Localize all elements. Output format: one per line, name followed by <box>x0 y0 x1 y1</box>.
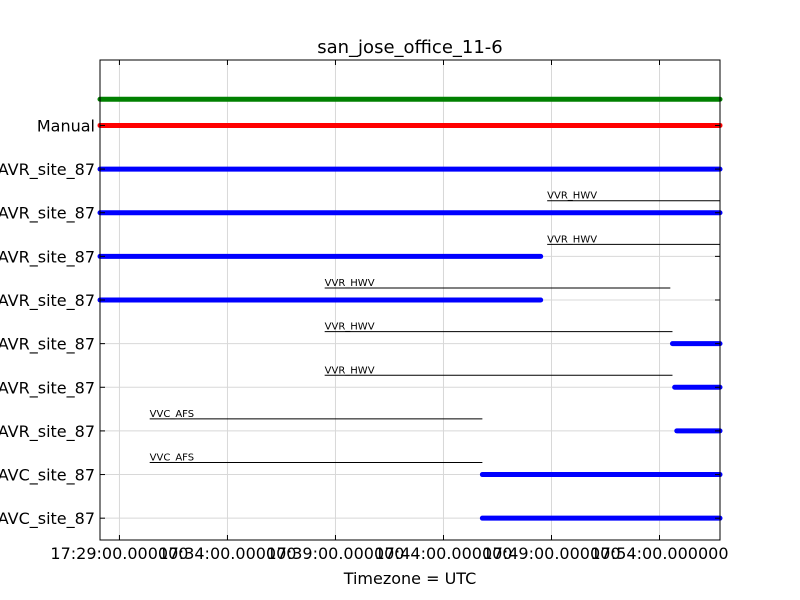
x-tick-label: 17:54:00.000000 <box>590 544 728 563</box>
x-tick-label: 17:39:00.000000 <box>266 544 404 563</box>
annotation-label: VVR_HWV <box>325 322 375 333</box>
annotation-label: VVR_HWV <box>547 234 597 245</box>
y-tick-label: AVR_site_87 <box>0 335 95 355</box>
y-tick-label: AVR_site_87 <box>0 422 95 442</box>
x-axis-label: Timezone = UTC <box>343 569 477 588</box>
annotation-label: VVR_HWV <box>325 278 375 289</box>
x-tick-label: 17:44:00.000000 <box>374 544 512 563</box>
annotation-layer: VVR_HWV VVR_HWV VVR_HWV VVR_HWV VVR_HWV VVC_A… <box>149 191 720 464</box>
y-tick-label: AVR_site_87 <box>0 247 95 267</box>
y-tick-label: AVC_site_87 <box>0 509 95 529</box>
chart-title: san_jose_office_11-6 <box>317 37 503 58</box>
x-tick-label: 17:49:00.000000 <box>482 544 620 563</box>
y-tick-label: AVR_site_87 <box>0 291 95 311</box>
y-tick-label: Manual <box>37 116 95 135</box>
x-tick-label: 17:34:00.000000 <box>158 544 296 563</box>
annotation-label: VVR_HWV <box>325 365 375 376</box>
y-tick-label: AVR_site_87 <box>0 204 95 224</box>
x-tick-label: 17:29:00.000000 <box>50 544 188 563</box>
series-layer <box>97 96 723 521</box>
tick-layer: 17:29:00.00000017:34:00.00000017:39:00.0… <box>0 60 729 563</box>
annotation-label: VVR_HWV <box>547 191 597 202</box>
y-tick-label: AVR_site_87 <box>0 378 95 398</box>
y-tick-label: AVC_site_87 <box>0 466 95 486</box>
annotation-label: VVC_AFS <box>150 453 194 464</box>
annotation-label: VVC_AFS <box>150 409 194 420</box>
y-tick-label: AVR_site_87 <box>0 160 95 180</box>
